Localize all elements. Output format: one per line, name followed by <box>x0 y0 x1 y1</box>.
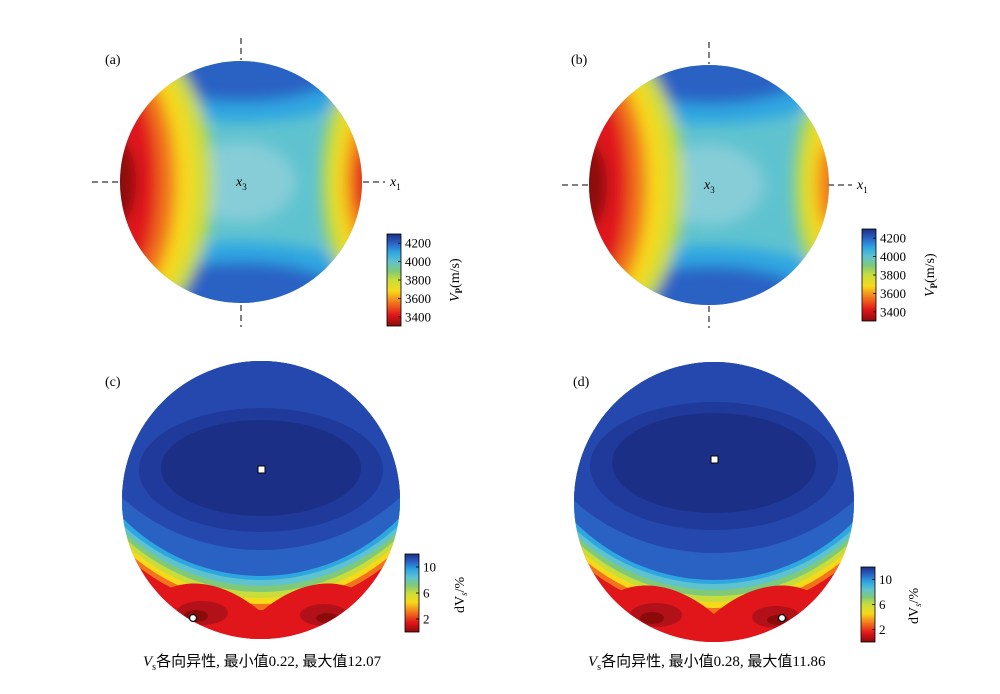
colorbar-tick-label: 10 <box>879 572 892 587</box>
vp-plot-a <box>120 61 362 303</box>
colorbar-tick-label: 4200 <box>880 231 906 246</box>
max-marker-d <box>777 613 787 623</box>
colorbar-ticks-d: 10 6 2 <box>872 572 892 637</box>
colorbar-title-d: dVs/% <box>907 587 923 624</box>
panel-label-b: (b) <box>571 53 588 68</box>
colorbar-tick-label: 2 <box>879 622 886 637</box>
colorbar-tick-label: 3400 <box>880 304 906 319</box>
colorbar-tick-label: 4000 <box>880 249 906 264</box>
colorbar-tick-label: 10 <box>423 560 436 575</box>
colorbar-tick-label: 6 <box>879 597 886 612</box>
colorbar-tick-label: 3400 <box>405 309 431 324</box>
colorbar-a: 4200 4000 3800 3600 3400 VP(m/s) <box>386 233 464 327</box>
min-marker-c <box>257 465 266 474</box>
colorbar-b: 4200 4000 3800 3600 3400 VP(m/s) <box>861 228 939 322</box>
colorbar-title-c: dVs/% <box>453 576 469 613</box>
anisotropy-plot-c <box>122 361 400 639</box>
panel-a: (a) x3 x1 4200 4000 3800 3600 3400 VP(m/s) <box>92 38 464 327</box>
colorbar-tick-label: 6 <box>423 586 430 601</box>
colorbar-tick-label: 2 <box>423 612 430 627</box>
colorbar-tick-label: 4200 <box>405 236 431 251</box>
colorbar-ticks-c: 10 6 2 <box>416 560 436 627</box>
caption-d: Vs各向异性, 最小值0.28, 最大值11.86 <box>588 654 826 673</box>
colorbar-c: 10 6 2 dVs/% <box>404 553 469 633</box>
max-marker-c <box>188 613 198 623</box>
colorbar-tick-label: 4000 <box>405 254 431 269</box>
colorbar-tick-label: 3800 <box>405 273 431 288</box>
colorbar-ticks-a: 4200 4000 3800 3600 3400 <box>398 236 431 324</box>
center-axis-label-b: x3 <box>703 178 715 195</box>
panel-label-d: (d) <box>573 375 590 390</box>
panel-label-c: (c) <box>105 375 121 390</box>
axis-dashes-a <box>92 38 385 327</box>
vp-plot-b <box>589 65 829 305</box>
min-marker-d <box>710 455 719 464</box>
panel-label-a: (a) <box>105 53 121 68</box>
right-axis-label-b: x1 <box>856 178 868 195</box>
panel-b: (b) x3 x1 4200 4000 3800 3600 3400 VP(m/s) <box>562 42 939 328</box>
colorbar-title-b: VP(m/s) <box>923 253 939 297</box>
right-axis-label-a: x1 <box>389 175 401 192</box>
axis-dashes-b <box>562 42 852 328</box>
colorbar-tick-label: 3600 <box>405 291 431 306</box>
panel-c: (c) 10 6 2 dVs/% <box>105 361 469 639</box>
colorbar-ticks-b: 4200 4000 3800 3600 3400 <box>873 231 906 319</box>
center-axis-label-a: x3 <box>235 175 247 192</box>
colorbar-tick-label: 3800 <box>880 268 906 283</box>
caption-c: Vs各向异性, 最小值0.22, 最大值12.07 <box>143 654 382 673</box>
colorbar-title-a: VP(m/s) <box>448 258 464 302</box>
colorbar-tick-label: 3600 <box>880 286 906 301</box>
colorbar-d: 10 6 2 dVs/% <box>860 566 923 643</box>
